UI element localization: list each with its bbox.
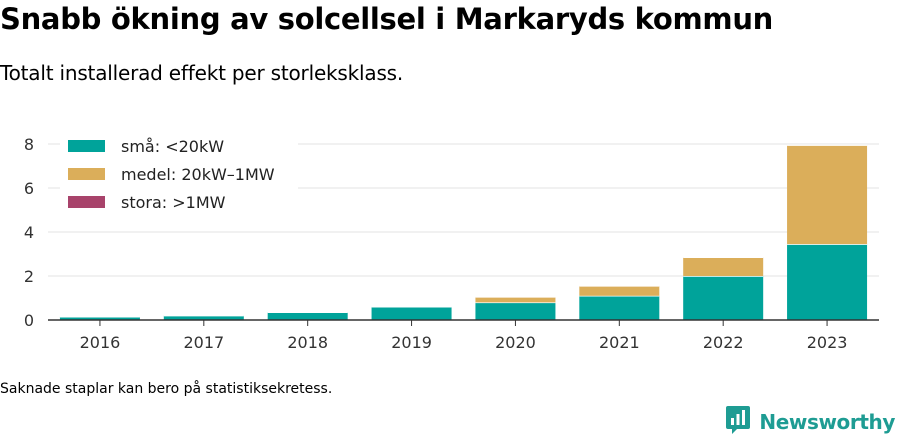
- bar-chart: 0 2 4 6 8 2016 2017 2018 2019 2020 2021 2022 2023 sm…: [23, 130, 879, 352]
- bars: [59, 144, 868, 320]
- bar-segment: [59, 316, 140, 320]
- legend-swatch: [68, 168, 105, 180]
- x-tick-label: 2017: [183, 333, 224, 352]
- bar-segment: [579, 285, 660, 296]
- x-tick-label: 2021: [599, 333, 640, 352]
- x-tick-label: 2016: [80, 333, 121, 352]
- bar-segment: [475, 302, 556, 320]
- y-tick-label: 8: [24, 135, 34, 154]
- legend-label: små: <20kW: [121, 137, 224, 156]
- bar-segment: [683, 276, 764, 320]
- legend-label: stora: >1MW: [121, 193, 226, 212]
- y-tick-label: 4: [24, 223, 34, 242]
- x-tick-label: 2019: [391, 333, 432, 352]
- x-tick-label: 2022: [703, 333, 744, 352]
- axes: 0 2 4 6 8 2016 2017 2018 2019 2020 2021 2022 2023: [24, 135, 879, 352]
- bar-segment: [475, 296, 556, 303]
- bar-segment: [683, 257, 764, 276]
- chart-title: Snabb ökning av solcellsel i Markaryds k…: [0, 2, 774, 36]
- brand-name: Newsworthy: [759, 410, 895, 434]
- footnote: Saknade staplar kan bero på statistiksek…: [0, 381, 333, 397]
- newsworthy-logo-icon: [725, 405, 751, 439]
- x-tick-label: 2020: [495, 333, 536, 352]
- y-tick-label: 2: [24, 267, 34, 286]
- bar-segment: [787, 145, 868, 245]
- bar-segment: [371, 306, 452, 320]
- y-tick-label: 0: [24, 311, 34, 330]
- bar-segment: [579, 295, 660, 320]
- bar-segment: [267, 312, 348, 320]
- x-tick-label: 2018: [287, 333, 328, 352]
- legend-label: medel: 20kW–1MW: [121, 165, 275, 184]
- x-tick-label: 2023: [807, 333, 848, 352]
- legend-swatch: [68, 140, 105, 152]
- bar-segment: [787, 244, 868, 320]
- legend-swatch: [68, 196, 105, 208]
- bar-segment: [163, 315, 244, 320]
- chart-subtitle: Totalt installerad effekt per storlekskl…: [0, 61, 404, 85]
- newsworthy-brand[interactable]: Newsworthy: [725, 405, 895, 439]
- y-tick-label: 6: [24, 179, 34, 198]
- legend: små: <20kW medel: 20kW–1MW stora: >1MW: [60, 130, 298, 216]
